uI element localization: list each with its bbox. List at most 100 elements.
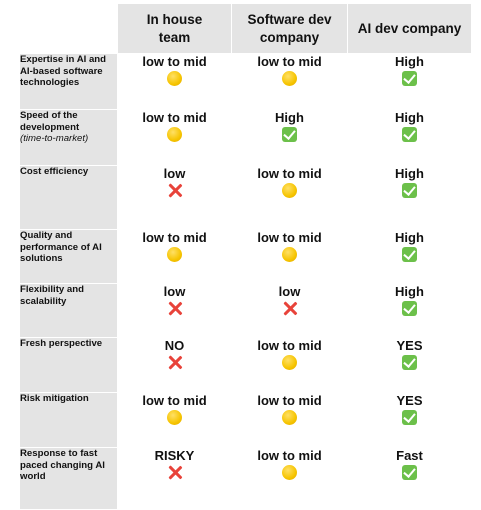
rating-cell: High [347,165,472,230]
rating-cell: low to mid [117,109,232,166]
red-cross-icon [167,355,182,370]
row-label: Risk mitigation [19,392,118,448]
rating-cell: Fast [347,447,472,510]
rating-text: low [163,284,186,299]
row-label: Expertise in AI and AI-based software te… [19,53,118,110]
rating-cell: RISKY [117,447,232,510]
yellow-circle-icon [282,355,297,370]
rating-text: Fast [396,448,423,463]
rating-text: low to mid [257,54,322,69]
rating-cell: low [117,283,232,338]
comparison-table: In house team Software dev company AI de… [19,3,472,510]
rating-text: High [395,54,424,69]
row-label: Quality and performance of AI solutions [19,229,118,284]
rating-cell: High [347,53,472,110]
yellow-circle-icon [282,247,297,262]
green-check-icon [282,127,297,142]
rating-text: YES [396,338,423,353]
row-label: Speed of the development (time-to-market) [19,109,118,166]
rating-cell: low to mid [117,53,232,110]
rating-text: low to mid [142,110,207,125]
rating-cell: low to mid [231,392,348,448]
green-check-icon [402,465,417,480]
row-label-text: Fresh perspective [20,338,103,349]
table-row: Response to fast paced changing AI world… [19,447,472,510]
rating-cell: NO [117,337,232,393]
rating-text: low to mid [257,230,322,245]
row-label-text: Flexibility and scalability [20,284,84,307]
rating-cell: low to mid [117,229,232,284]
rating-text: High [395,284,424,299]
red-cross-icon [167,183,182,198]
row-label-text: Quality and performance of AI solutions [20,230,102,264]
red-cross-icon [167,301,182,316]
row-label-text: Cost efficiency [20,166,89,177]
rating-cell: YES [347,337,472,393]
rating-cell: High [347,229,472,284]
rating-text: low to mid [142,230,207,245]
rating-text: low [163,166,186,181]
rating-cell: low to mid [231,337,348,393]
table-row: Cost efficiency low low to mid High [19,165,472,230]
rating-cell: low to mid [231,229,348,284]
rating-text: YES [396,393,423,408]
yellow-circle-icon [282,183,297,198]
rating-cell: low to mid [117,392,232,448]
column-header-software-dev: Software dev company [231,3,348,54]
red-cross-icon [167,465,182,480]
table-row: Expertise in AI and AI-based software te… [19,53,472,110]
header-row: In house team Software dev company AI de… [19,3,472,54]
column-header-in-house: In house team [117,3,232,54]
rating-cell: low to mid [231,165,348,230]
green-check-icon [402,71,417,86]
rating-cell: low [117,165,232,230]
row-label-text: Risk mitigation [20,393,89,404]
red-cross-icon [282,301,297,316]
rating-text: low to mid [257,338,322,353]
rating-text: low to mid [257,166,322,181]
rating-cell: low [231,283,348,338]
rating-text: low to mid [142,393,207,408]
row-label-text: Speed of the development [20,110,80,133]
green-check-icon [402,127,417,142]
column-header-ai-dev: AI dev company [347,3,472,54]
table-row: Fresh perspective NO low to mid YES [19,337,472,393]
yellow-circle-icon [282,465,297,480]
yellow-circle-icon [167,247,182,262]
rating-text: low [278,284,301,299]
yellow-circle-icon [282,410,297,425]
rating-cell: High [347,283,472,338]
rating-text: High [275,110,304,125]
green-check-icon [402,355,417,370]
rating-text: High [395,230,424,245]
rating-cell: low to mid [231,447,348,510]
row-label-text: Response to fast paced changing AI world [20,448,105,482]
rating-cell: YES [347,392,472,448]
row-sublabel: (time-to-market) [20,133,89,144]
row-label: Flexibility and scalability [19,283,118,338]
rating-text: low to mid [257,448,322,463]
rating-cell: low to mid [231,53,348,110]
green-check-icon [402,183,417,198]
green-check-icon [402,301,417,316]
rating-text: NO [164,338,185,353]
yellow-circle-icon [282,71,297,86]
yellow-circle-icon [167,127,182,142]
row-label: Response to fast paced changing AI world [19,447,118,510]
rating-cell: High [347,109,472,166]
table-row: Speed of the development (time-to-market)… [19,109,472,166]
yellow-circle-icon [167,410,182,425]
rating-text: High [395,110,424,125]
table-row: Flexibility and scalability low low High [19,283,472,338]
yellow-circle-icon [167,71,182,86]
table-row: Risk mitigation low to mid low to mid YES [19,392,472,448]
row-label-text: Expertise in AI and AI-based software te… [20,54,107,88]
corner-cell [19,3,118,54]
row-label: Fresh perspective [19,337,118,393]
rating-text: low to mid [142,54,207,69]
rating-text: High [395,166,424,181]
green-check-icon [402,247,417,262]
table-row: Quality and performance of AI solutions l… [19,229,472,284]
rating-cell: High [231,109,348,166]
green-check-icon [402,410,417,425]
